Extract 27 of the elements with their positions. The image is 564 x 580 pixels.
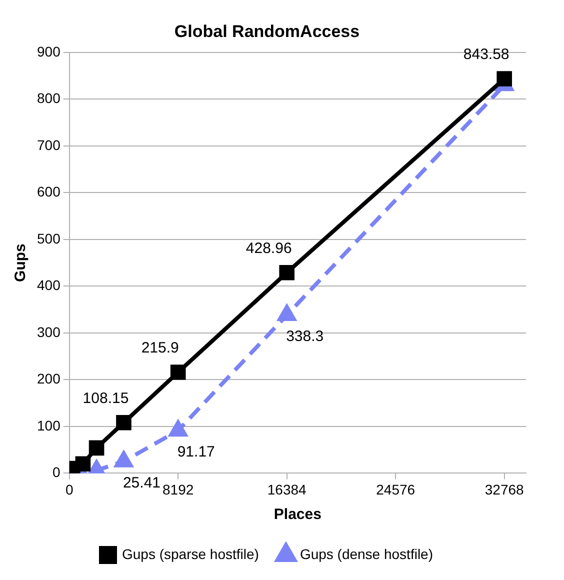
data-label: 25.41 — [122, 474, 161, 492]
y-tick-label: 600 — [37, 184, 61, 200]
legend-label: Gups (sparse hostfile) — [122, 546, 259, 562]
y-tick-label: 800 — [37, 90, 61, 106]
x-tick-label: 24576 — [376, 481, 416, 498]
y-tick-label: 700 — [37, 136, 61, 153]
y-tick-label: 200 — [37, 370, 61, 387]
x-tick-label: 32768 — [484, 481, 524, 498]
data-label: 91.17 — [177, 444, 215, 461]
y-tick-label: 0 — [52, 464, 61, 480]
chart-title: Global RandomAccess — [174, 22, 360, 41]
x-tick-label: 16384 — [267, 481, 307, 498]
x-tick-label: 8192 — [162, 481, 194, 498]
y-tick-label: 100 — [37, 417, 61, 434]
y-tick-label: 500 — [37, 230, 61, 246]
y-tick-label: 400 — [37, 277, 61, 294]
data-label: 108.15 — [82, 390, 129, 407]
y-axis-title: Gups — [12, 244, 30, 282]
x-tick-label: 0 — [65, 481, 74, 498]
data-label: 843.58 — [463, 46, 510, 63]
data-label: 215.9 — [141, 339, 179, 356]
y-tick-label: 300 — [37, 324, 61, 340]
x-axis-title: Places — [274, 506, 322, 524]
data-label: 428.96 — [246, 240, 292, 257]
legend-label: Gups (dense hostfile) — [300, 546, 434, 562]
y-tick-label: 900 — [37, 43, 61, 60]
data-label: 338.3 — [286, 328, 324, 346]
